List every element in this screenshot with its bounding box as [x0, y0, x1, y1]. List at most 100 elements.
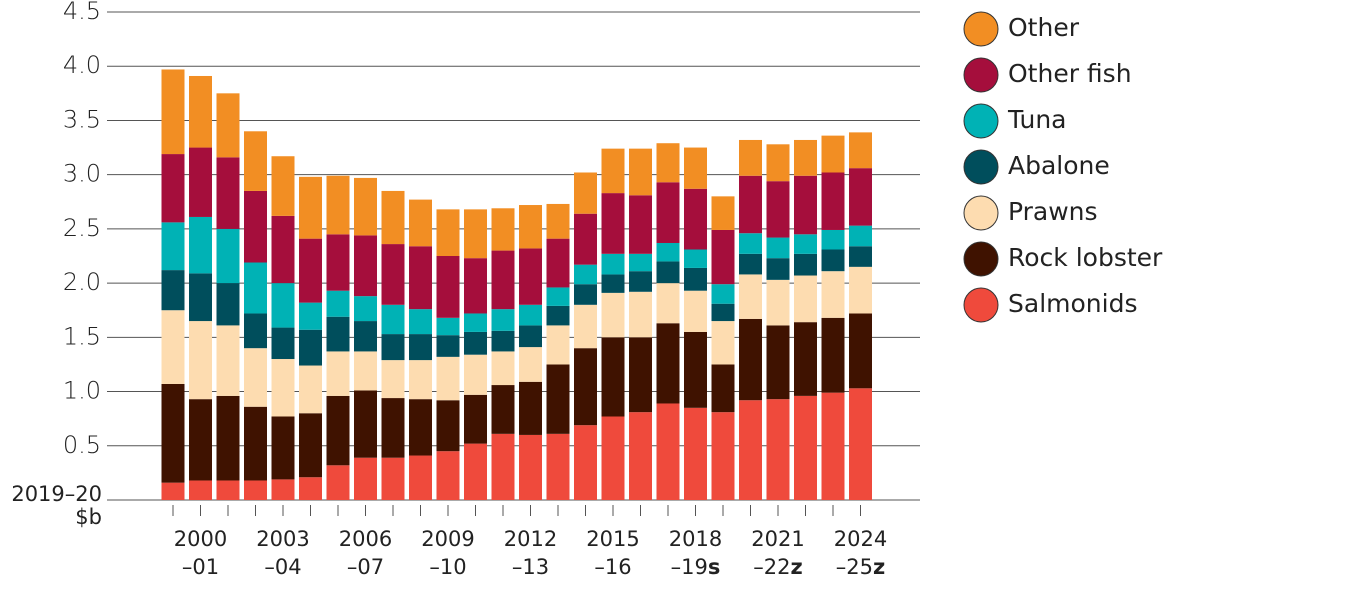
- bar-segment: [794, 139, 817, 176]
- x-tick-label-note: s: [708, 555, 721, 579]
- bar-segment: [381, 360, 405, 399]
- bar-segment: [739, 233, 762, 254]
- bar-segment: [656, 323, 680, 404]
- legend-label: Prawns: [1008, 197, 1098, 226]
- bar-segment: [381, 398, 405, 458]
- bar-segment: [189, 147, 212, 217]
- bar-segment: [271, 359, 295, 417]
- bar-segment: [354, 296, 377, 322]
- bar-segment: [354, 351, 377, 391]
- y-tick-label: 3.0: [63, 160, 101, 188]
- bar-segment: [794, 175, 817, 235]
- bar-segment: [546, 238, 570, 288]
- bar-segment: [519, 347, 542, 382]
- bar-segment: [629, 148, 652, 196]
- y-tick-label: 4.0: [63, 51, 101, 79]
- y-tick-label: 1.5: [63, 322, 101, 350]
- bar-segment: [629, 195, 652, 254]
- bar-segment: [409, 455, 432, 500]
- bar-segment: [821, 271, 845, 318]
- bar-segment: [189, 216, 212, 274]
- y-tick-label: 2.5: [63, 214, 101, 242]
- bar-segment: [161, 69, 185, 155]
- bar-segment: [189, 399, 212, 481]
- y-tick-label: 0.5: [63, 431, 101, 459]
- bar-segment: [491, 330, 515, 352]
- bar-segment: [546, 305, 570, 326]
- x-tick-label: –13: [512, 555, 549, 579]
- bar-segment: [849, 266, 872, 314]
- bar-segment: [656, 261, 680, 284]
- bar-segment: [849, 225, 872, 247]
- x-tick-label: 2024: [834, 527, 887, 551]
- bar-segment: [189, 273, 212, 322]
- bar-segment: [436, 209, 460, 256]
- bar-segment: [656, 182, 680, 243]
- bar-segment: [519, 325, 542, 348]
- bar-segment: [216, 283, 240, 326]
- bar-segment: [409, 309, 432, 335]
- x-tick-label: –16: [594, 555, 631, 579]
- bar-segment: [326, 290, 350, 317]
- bar-segment: [354, 177, 377, 236]
- bar-segment: [711, 303, 735, 322]
- bar-segment: [546, 364, 570, 434]
- bar-segment: [519, 381, 542, 435]
- bar-segment: [271, 416, 295, 480]
- bar-segment: [711, 196, 735, 230]
- x-tick-label: 2000: [174, 527, 227, 551]
- legend-swatch: [963, 11, 999, 47]
- bar-segment: [161, 482, 185, 500]
- bar-segment: [739, 400, 762, 500]
- bar-segment: [739, 253, 762, 275]
- bar-segment: [161, 222, 185, 271]
- bar-segment: [464, 354, 487, 395]
- bar-segment: [601, 416, 625, 500]
- bar-segment: [601, 292, 625, 338]
- bar-segment: [574, 172, 597, 214]
- bar-segment: [684, 407, 707, 500]
- bar-segment: [766, 144, 790, 182]
- bar-segment: [519, 434, 542, 500]
- bar-segment: [161, 154, 185, 223]
- legend-label: Abalone: [1008, 151, 1110, 180]
- bar-segment: [161, 310, 185, 384]
- bar-segment: [766, 325, 790, 400]
- bar-segment: [271, 283, 295, 328]
- bar-segment: [766, 399, 790, 500]
- bar-segment: [739, 139, 762, 176]
- bar-segment: [216, 228, 240, 284]
- bar-segment: [354, 235, 377, 297]
- bar-segment: [821, 172, 845, 230]
- x-tick-label: 2009: [421, 527, 474, 551]
- bar-segment: [574, 348, 597, 426]
- bar-segment: [464, 443, 487, 500]
- legend-swatch: [963, 241, 999, 277]
- y-tick-label: 4.5: [63, 0, 101, 25]
- bar-segment: [436, 317, 460, 336]
- x-tick-label-part: –13: [512, 555, 549, 579]
- legend-swatch: [963, 57, 999, 93]
- bar-segment: [409, 399, 432, 456]
- bar-segment: [381, 244, 405, 305]
- bar-segment: [436, 400, 460, 452]
- bar-segment: [519, 248, 542, 305]
- bar-segment: [491, 208, 515, 251]
- y-tick-label: 2.0: [63, 268, 101, 296]
- bar-segment: [794, 395, 817, 500]
- bar-segment: [381, 334, 405, 361]
- bar-segment: [656, 403, 680, 500]
- bar-segment: [409, 246, 432, 310]
- y-axis-label: 2019–20: [11, 482, 102, 506]
- bar-segment: [244, 131, 267, 191]
- bar-segment: [711, 284, 735, 304]
- bar-segment: [684, 290, 707, 332]
- bar-segment: [216, 480, 240, 500]
- bar-segment: [629, 337, 652, 413]
- bar-segment: [684, 188, 707, 250]
- bar-segment: [189, 75, 212, 148]
- x-tick-label-part: –22: [753, 555, 790, 579]
- x-tick-label: 2006: [339, 527, 392, 551]
- x-tick-label: –22z: [753, 555, 802, 579]
- x-tick-label: –04: [264, 555, 301, 579]
